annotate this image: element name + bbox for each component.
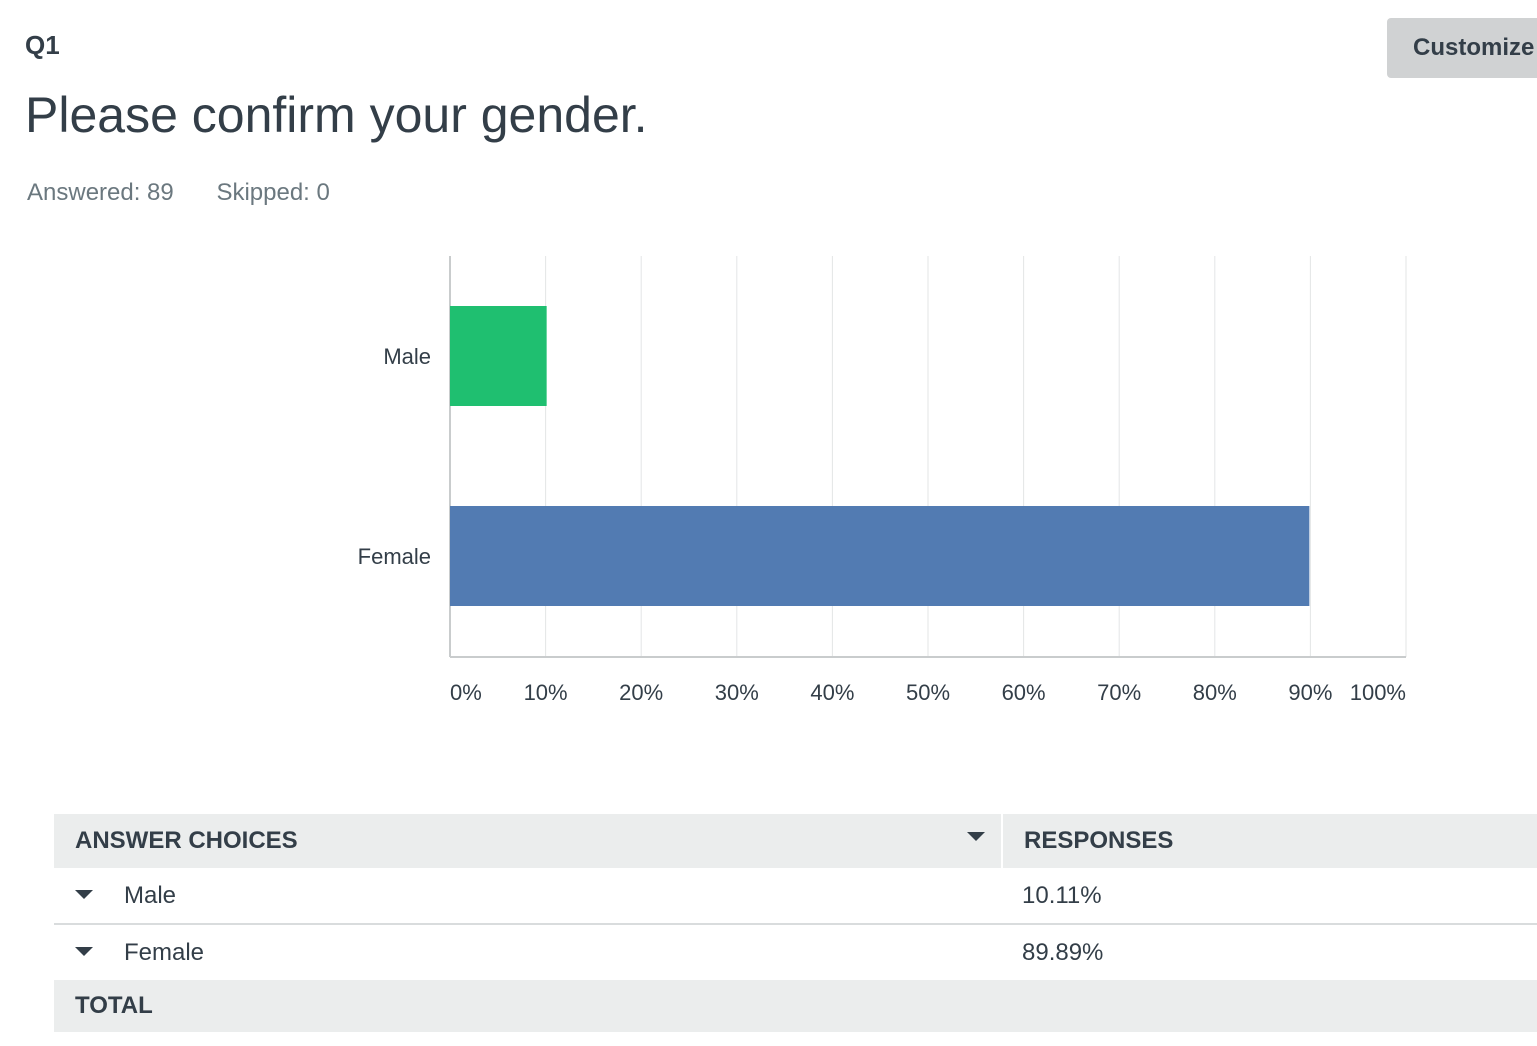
x-tick-label: 50% <box>906 680 950 705</box>
customize-button[interactable]: Customize <box>1387 18 1537 78</box>
table-total-row: TOTAL <box>54 980 1537 1032</box>
header-answer-choices[interactable]: ANSWER CHOICES <box>54 814 1003 868</box>
x-tick-label: 40% <box>810 680 854 705</box>
total-value <box>1002 980 1537 1032</box>
x-tick-label: 90% <box>1288 680 1332 705</box>
header-answer-choices-label: ANSWER CHOICES <box>75 827 298 854</box>
expand-caret-icon[interactable] <box>75 946 93 956</box>
response-percent: 89.89% <box>1022 938 1104 966</box>
x-tick-label: 60% <box>1002 680 1046 705</box>
answered-count: Answered: 89 <box>27 179 174 206</box>
question-number: Q1 <box>25 30 60 60</box>
x-tick-label: 0% <box>450 680 482 705</box>
expand-caret-icon[interactable] <box>75 889 93 899</box>
x-tick-label: 80% <box>1193 680 1237 705</box>
x-tick-label: 20% <box>619 680 663 705</box>
total-label: TOTAL <box>75 992 153 1019</box>
x-tick-label: 70% <box>1097 680 1141 705</box>
choice-label: Female <box>124 938 205 966</box>
category-label: Male <box>383 344 431 369</box>
response-stats: Answered: 89 Skipped: 0 <box>27 179 330 207</box>
x-tick-label: 30% <box>715 680 759 705</box>
table-row: Male 10.11% <box>54 868 1537 925</box>
header-responses[interactable]: RESPONSES <box>1024 827 1174 854</box>
bar-chart: Male Female 0% 10% 20% 30% 40% 50% 60% 70% 80% 90% 1… <box>358 256 1407 705</box>
choice-cell: Male <box>54 868 1002 925</box>
skipped-count: Skipped: 0 <box>216 179 330 206</box>
table-row: Female 89.89% <box>54 924 1537 980</box>
x-tick-label: 100% <box>1350 680 1406 705</box>
responses-table: ANSWER CHOICES RESPONSES Male 10.11% Fem… <box>54 814 1537 1032</box>
x-tick-label: 10% <box>524 680 568 705</box>
bar-male <box>450 306 547 406</box>
choice-cell: Female <box>54 924 1002 980</box>
question-title: Please confirm your gender. <box>25 87 648 143</box>
sort-caret-icon[interactable] <box>967 832 985 841</box>
table-header-row: ANSWER CHOICES RESPONSES <box>54 814 1537 868</box>
category-label: Female <box>358 544 431 569</box>
choice-label: Male <box>124 881 177 909</box>
response-percent: 10.11% <box>1002 868 1537 925</box>
bar-female <box>450 506 1310 606</box>
